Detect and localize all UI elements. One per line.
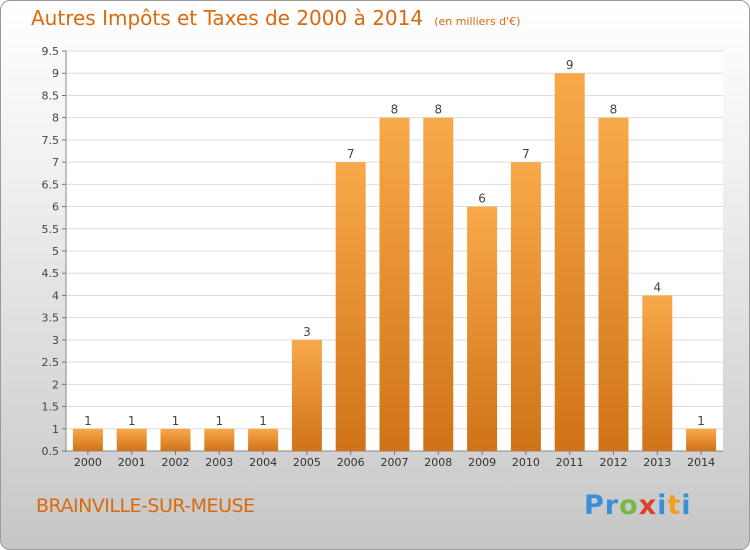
bar-2004 (248, 428, 279, 451)
y-tick-label: 9.5 (42, 45, 60, 58)
x-tick-label: 2007 (381, 456, 409, 469)
logo-letter: x (638, 490, 658, 521)
y-tick-label: 8 (52, 112, 59, 125)
bar-2007 (379, 117, 410, 452)
x-tick-label: 2012 (600, 456, 628, 469)
y-tick-label: 2 (52, 378, 59, 391)
data-label: 1 (215, 414, 223, 428)
x-tick-label: 2004 (249, 456, 277, 469)
y-tick-label: 3 (52, 334, 59, 347)
y-tick-label: 3.5 (42, 312, 60, 325)
bar-2008 (423, 117, 454, 452)
bar-2010 (510, 162, 541, 451)
bar-2001 (116, 428, 147, 451)
x-tick-label: 2003 (205, 456, 233, 469)
data-label: 6 (478, 192, 486, 206)
logo-letter: o (619, 490, 639, 521)
x-tick-label: 2009 (468, 456, 496, 469)
y-tick-label: 2.5 (42, 356, 60, 369)
data-label: 1 (259, 414, 267, 428)
bar-2013 (642, 295, 673, 451)
data-label: 7 (522, 147, 530, 161)
bar-2011 (554, 73, 585, 451)
location-name: BRAINVILLE-SUR-MEUSE (36, 495, 255, 517)
y-tick-label: 5 (52, 245, 59, 258)
bar-2009 (467, 206, 498, 451)
x-tick-label: 2011 (556, 456, 584, 469)
bar-2002 (160, 428, 191, 451)
title-block: Autres Impôts et Taxes de 2000 à 2014 (e… (31, 6, 520, 30)
data-label: 9 (566, 58, 574, 72)
logo-letter: t (667, 490, 682, 521)
logo-letter: i (657, 490, 668, 521)
bar-2000 (72, 428, 103, 451)
data-label: 4 (653, 280, 661, 294)
data-label: 3 (303, 325, 311, 339)
y-tick-label: 0.5 (42, 445, 60, 458)
y-tick-label: 7.5 (42, 134, 60, 147)
bar-2005 (291, 339, 322, 451)
x-tick-label: 2005 (293, 456, 321, 469)
x-tick-label: 2002 (162, 456, 190, 469)
chart-subtitle: (en milliers d'€) (434, 15, 521, 28)
bar-2014 (686, 428, 717, 451)
chart-title: Autres Impôts et Taxes de 2000 à 2014 (31, 6, 424, 30)
x-tick-label: 2006 (337, 456, 365, 469)
y-tick-label: 4 (52, 289, 59, 302)
x-tick-label: 2000 (74, 456, 102, 469)
data-label: 1 (697, 414, 705, 428)
bar-2012 (598, 117, 629, 452)
proxiti-logo: Proxiti (584, 490, 692, 521)
y-tick-label: 4.5 (42, 267, 60, 280)
y-tick-label: 5.5 (42, 223, 60, 236)
data-label: 1 (172, 414, 180, 428)
data-label: 8 (391, 103, 399, 117)
data-label: 1 (84, 414, 92, 428)
y-tick-label: 9 (52, 67, 59, 80)
data-label: 1 (128, 414, 136, 428)
x-tick-label: 2013 (643, 456, 671, 469)
y-tick-label: 8.5 (42, 89, 60, 102)
y-tick-label: 6 (52, 201, 59, 214)
x-tick-label: 2010 (512, 456, 540, 469)
logo-letter: r (604, 490, 620, 521)
y-tick-label: 6.5 (42, 178, 60, 191)
y-tick-label: 1 (52, 423, 59, 436)
logo-letter: P (584, 490, 605, 521)
x-tick-label: 2008 (424, 456, 452, 469)
data-label: 8 (610, 103, 618, 117)
data-label: 7 (347, 147, 355, 161)
bar-2006 (335, 162, 366, 451)
logo-letter: i (681, 490, 692, 521)
data-label: 8 (434, 103, 442, 117)
y-tick-label: 1.5 (42, 401, 60, 414)
x-tick-label: 2001 (118, 456, 146, 469)
x-tick-label: 2014 (687, 456, 715, 469)
bar-2003 (204, 428, 235, 451)
y-tick-label: 7 (52, 156, 59, 169)
